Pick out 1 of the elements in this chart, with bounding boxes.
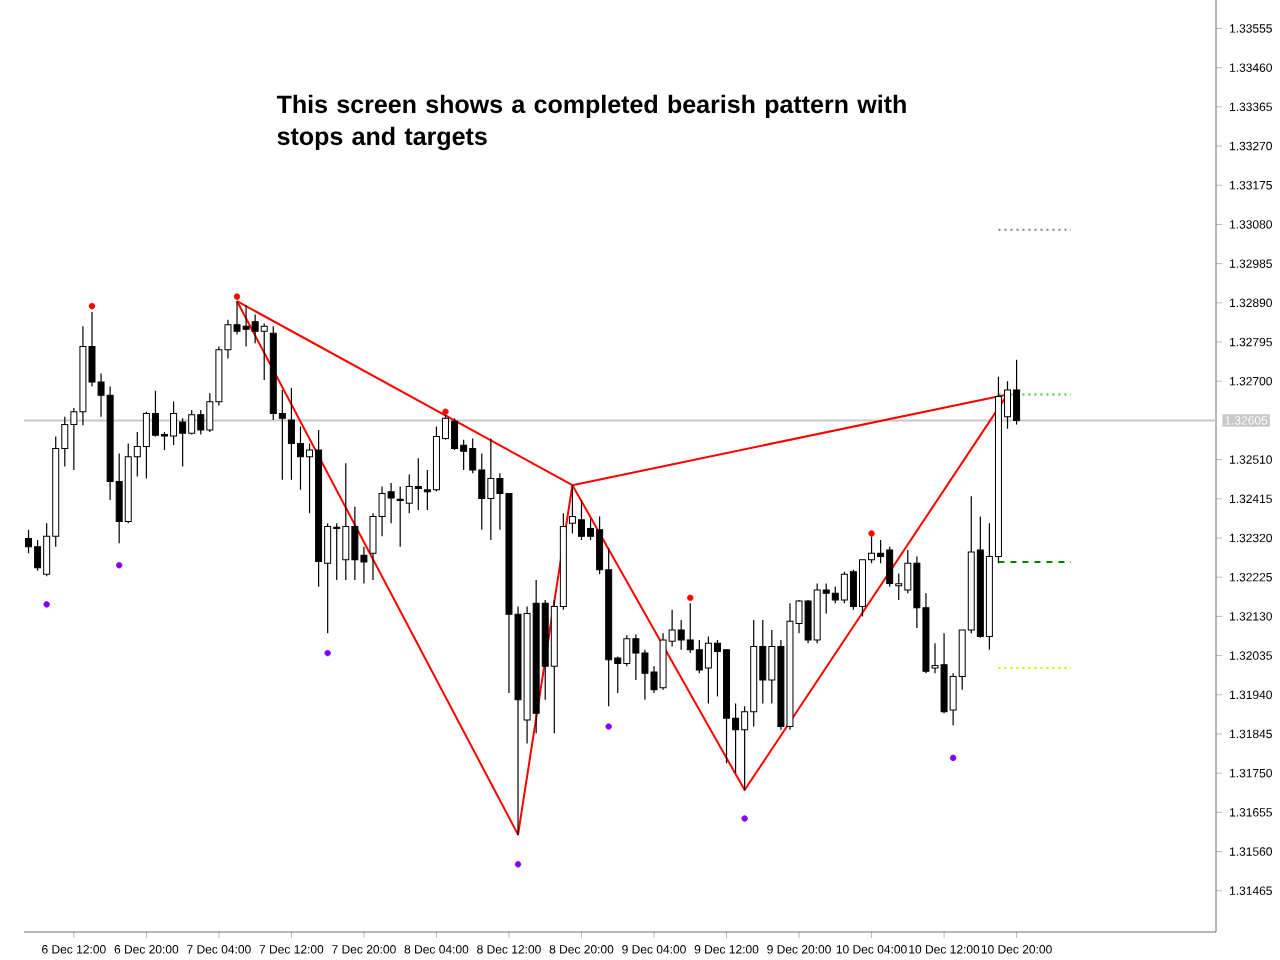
text: This screen shows a completed bearish pattern with stops and targets: [276, 94, 906, 151]
